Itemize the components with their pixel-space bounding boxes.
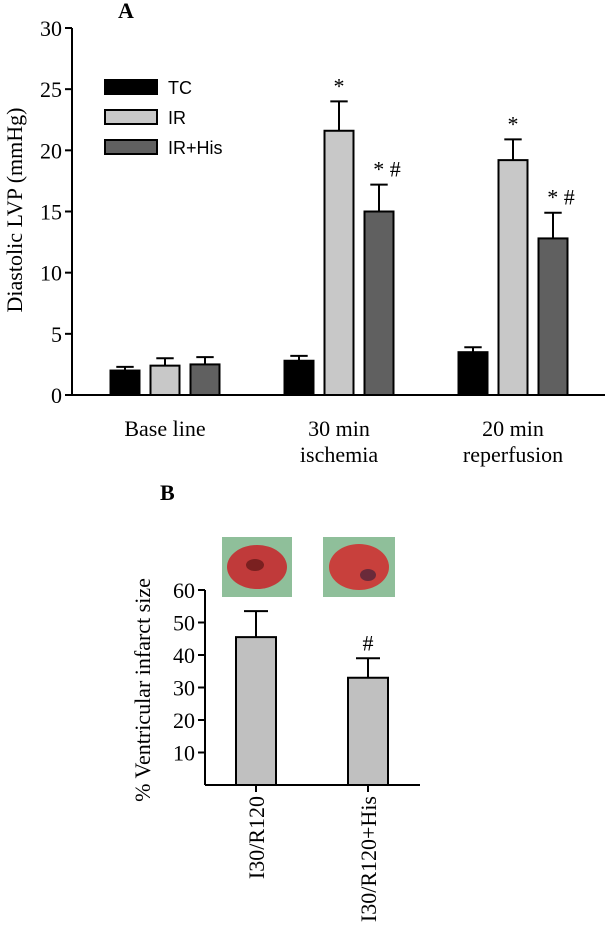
significance-mark: * xyxy=(508,111,519,136)
y-tick-label: 25 xyxy=(40,77,62,102)
legend-label: IR xyxy=(168,108,186,128)
legend-label: TC xyxy=(168,78,192,98)
y-tick-label: 5 xyxy=(51,322,62,347)
bar xyxy=(347,676,389,786)
bar xyxy=(497,159,529,396)
y-tick-label: 40 xyxy=(173,643,195,668)
significance-mark: # xyxy=(363,630,374,655)
y-tick-label: 15 xyxy=(40,200,62,225)
heart-image-1 xyxy=(222,537,292,597)
bar xyxy=(189,363,221,396)
y-tick-label: 50 xyxy=(173,611,195,636)
y-tick-label: 20 xyxy=(40,138,62,163)
y-axis-label: % Ventricular infarct size xyxy=(130,578,155,802)
bar xyxy=(149,364,181,397)
y-tick-label: 30 xyxy=(40,16,62,41)
y-tick-label: 20 xyxy=(173,708,195,733)
bar xyxy=(283,359,315,397)
legend-label: IR+His xyxy=(168,138,223,158)
bar xyxy=(235,636,277,786)
x-tick-label: 30 min ischemia xyxy=(300,416,378,467)
x-tick-label: 20 min reperfusion xyxy=(463,416,563,467)
significance-mark: * # xyxy=(373,157,401,182)
panel-title: A xyxy=(118,0,134,23)
bar xyxy=(457,351,489,396)
x-tick-label: I30/R120 xyxy=(244,796,269,879)
y-axis-label: Diastolic LVP (mmHg) xyxy=(2,108,27,313)
y-tick-label: 10 xyxy=(173,741,195,766)
bar xyxy=(537,237,569,396)
significance-mark: * # xyxy=(547,185,575,210)
y-tick-label: 30 xyxy=(173,676,195,701)
x-tick-label: Base line xyxy=(124,416,205,441)
bar xyxy=(323,129,355,396)
y-tick-label: 60 xyxy=(173,578,195,603)
legend-swatch xyxy=(104,79,158,95)
bar xyxy=(109,369,141,396)
heart-image-2 xyxy=(323,537,395,597)
legend-swatch xyxy=(104,139,158,155)
legend-swatch xyxy=(104,109,158,125)
panel-title: B xyxy=(160,480,175,505)
bar xyxy=(363,210,395,396)
y-tick-label: 0 xyxy=(51,383,62,408)
significance-mark: * xyxy=(334,73,345,98)
x-tick-label: I30/R120+His xyxy=(356,796,381,922)
y-tick-label: 10 xyxy=(40,261,62,286)
